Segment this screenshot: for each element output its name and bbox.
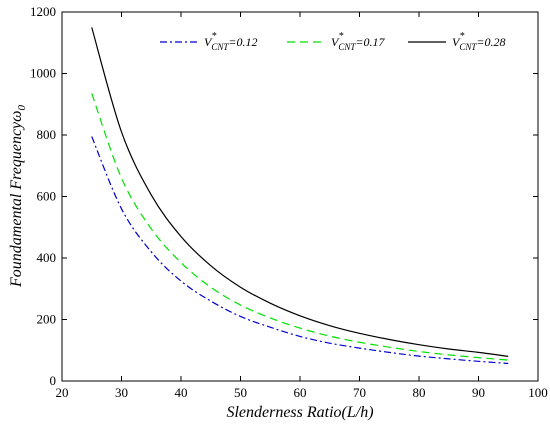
y-tick-label: 800 xyxy=(37,127,57,142)
x-tick-label: 70 xyxy=(353,385,366,400)
y-tick-label: 0 xyxy=(50,373,57,388)
legend-label-sub: CNT xyxy=(459,42,477,52)
legend-label-base: V xyxy=(452,35,461,49)
series-layer xyxy=(91,27,509,365)
y-axis-ticks: 0 200 400 600 800 1000 1200 xyxy=(30,4,538,388)
x-tick-label: 20 xyxy=(56,385,69,400)
x-axis-label: Slenderness Ratio(L/h) xyxy=(226,404,373,421)
legend-label-2: V* CNT=0.17 xyxy=(331,31,385,52)
legend-label-value: =0.28 xyxy=(476,35,505,49)
y-tick-label: 600 xyxy=(37,189,57,204)
x-tick-label: 80 xyxy=(413,385,426,400)
y-tick-label: 400 xyxy=(37,250,57,265)
x-tick-label: 100 xyxy=(528,385,548,400)
legend-label-3: V* CNT=0.28 xyxy=(452,31,505,52)
plot-area xyxy=(61,11,539,382)
legend: V* CNT=0.12 V* CNT=0.17 V* CNT=0.28 xyxy=(160,31,505,52)
legend-label-1: V* CNT=0.12 xyxy=(204,31,257,52)
y-axis-label-symbol: ω xyxy=(8,111,25,122)
legend-label-sup: * xyxy=(459,31,464,42)
y-axis-label: Foundamental Frequencyω0 xyxy=(8,105,28,288)
legend-label-sub: CNT xyxy=(338,42,356,52)
x-axis-ticks: 20 30 40 50 60 70 80 90 100 xyxy=(56,12,548,400)
x-tick-label: 40 xyxy=(175,385,188,400)
legend-label-value: =0.12 xyxy=(228,35,257,49)
legend-label-base: V xyxy=(331,35,340,49)
x-tick-label: 60 xyxy=(294,385,307,400)
y-tick-label: 1200 xyxy=(30,4,56,19)
x-tick-label: 30 xyxy=(115,385,128,400)
legend-label-sup: * xyxy=(338,31,343,42)
series-line-3 xyxy=(91,27,509,357)
legend-label-value: =0.17 xyxy=(355,35,385,49)
series-line-2 xyxy=(91,93,509,361)
y-axis-label-text: Foundamental Frequency xyxy=(8,121,25,288)
x-tick-label: 90 xyxy=(472,385,485,400)
x-tick-label: 50 xyxy=(234,385,247,400)
legend-label-base: V xyxy=(204,35,213,49)
series-line-1 xyxy=(91,136,509,365)
y-axis-label-subscript: 0 xyxy=(16,105,28,111)
legend-label-sup: * xyxy=(211,31,216,42)
y-tick-label: 1000 xyxy=(30,66,56,81)
y-tick-label: 200 xyxy=(37,312,57,327)
legend-label-sub: CNT xyxy=(211,42,229,52)
